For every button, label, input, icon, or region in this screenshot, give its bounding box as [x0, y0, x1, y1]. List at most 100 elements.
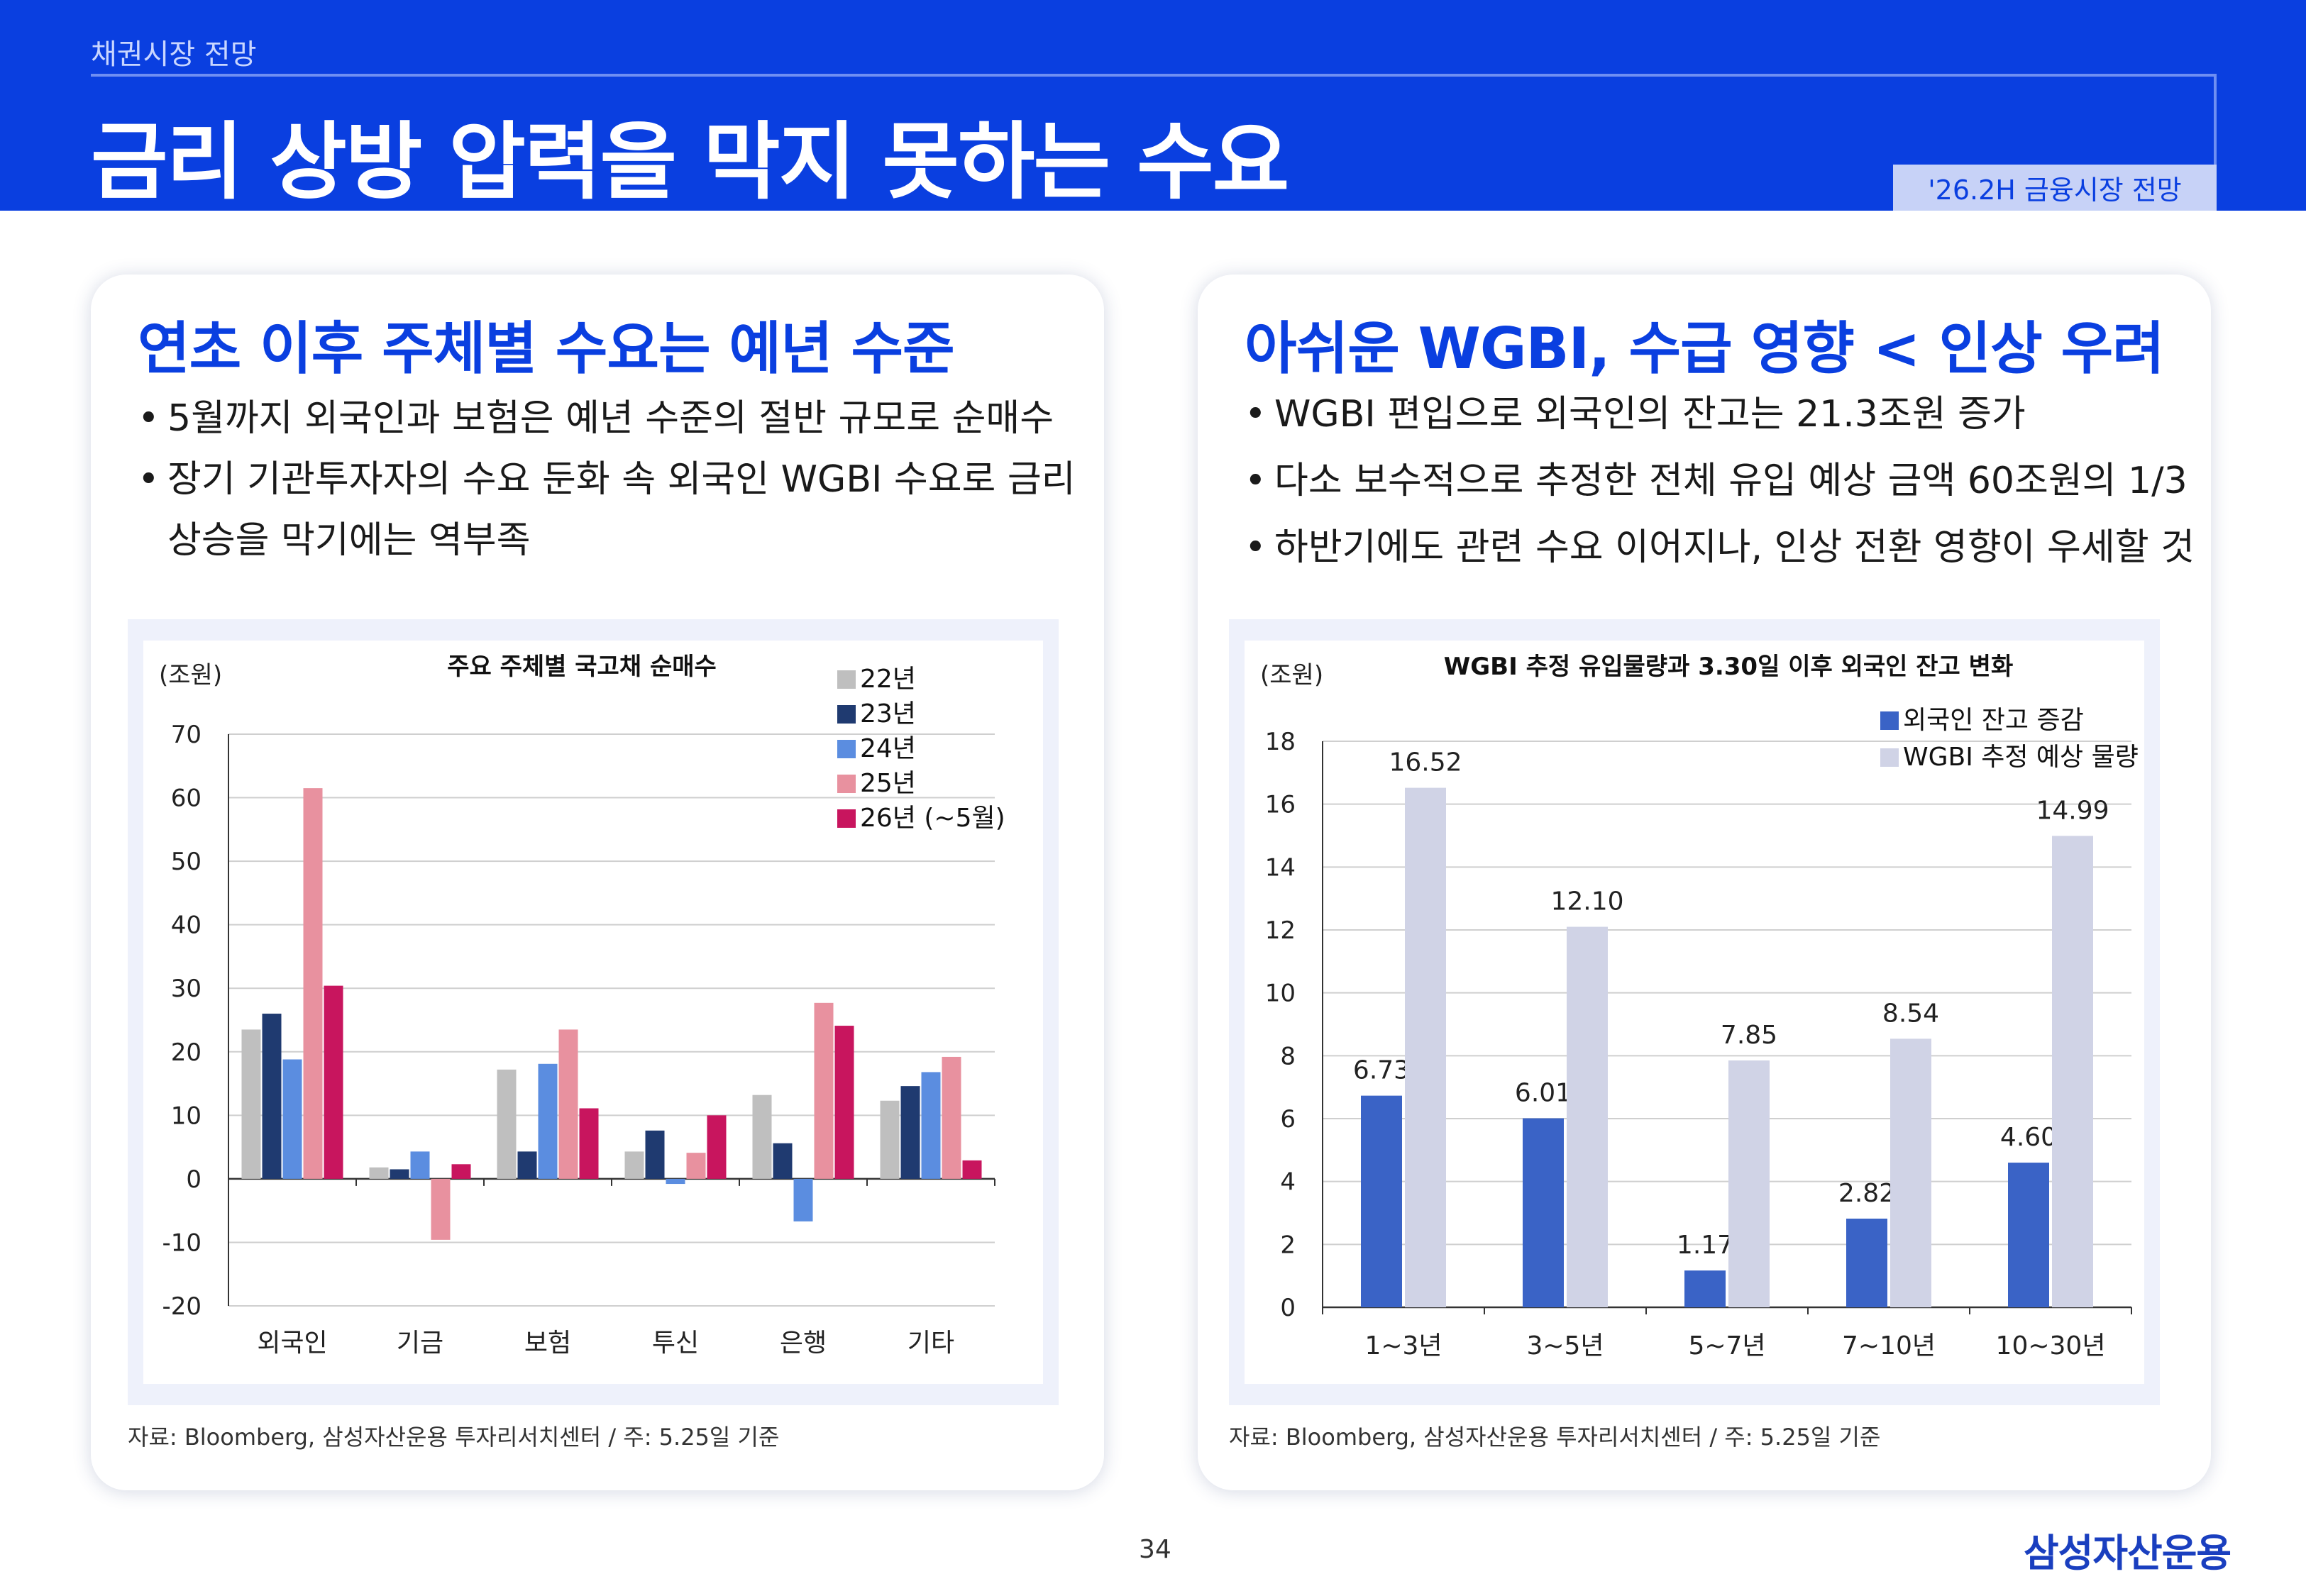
legend-label: 24년 — [860, 734, 916, 763]
x-tick-label: 외국인 — [257, 1329, 327, 1358]
wgbi-inflow-bar-chart: 18 16 14 12 10 8 6 4 2 0 WGBI 추정 유입물량과 3.30일 이후 외국… — [1260, 653, 2139, 1361]
company-logo: 삼성자산운용 — [2024, 1531, 2231, 1575]
legend-swatch — [837, 809, 856, 828]
bar — [497, 1069, 517, 1179]
y-tick-label: 40 — [171, 911, 202, 940]
bar — [1684, 1270, 1726, 1307]
data-label: 8.54 — [1882, 999, 1939, 1028]
data-label: 6.01 — [1515, 1079, 1572, 1108]
legend-label: 26년 (~5월) — [860, 804, 1005, 833]
y-tick-label: 50 — [171, 848, 202, 876]
bar — [686, 1153, 706, 1179]
y-tick-label: 0 — [1280, 1294, 1296, 1322]
x-tick-label: 5~7년 — [1688, 1331, 1765, 1361]
bar — [538, 1063, 558, 1179]
x-tick-label: 1~3년 — [1364, 1331, 1442, 1361]
y-tick-label: 8 — [1280, 1042, 1296, 1070]
bar — [834, 1026, 854, 1179]
legend-label: 외국인 잔고 증감 — [1903, 706, 2084, 735]
x-tick-label: 보험 — [524, 1329, 571, 1358]
bar — [262, 1014, 282, 1179]
bar — [451, 1164, 471, 1179]
bar — [1361, 1095, 1402, 1307]
y-tick-label: 16 — [1265, 791, 1296, 819]
bar — [666, 1178, 685, 1185]
chart-title: 주요 주체별 국고채 순매수 — [447, 653, 717, 681]
y-tick-label: 0 — [186, 1165, 202, 1194]
right-source-note: 자료: Bloomberg, 삼성자산운용 투자리서치센터 / 주: 5.25일… — [1229, 1424, 1881, 1451]
bar — [324, 985, 343, 1179]
y-tick-label: 20 — [171, 1038, 202, 1067]
bar — [814, 1002, 834, 1179]
bar — [880, 1100, 900, 1179]
bar — [900, 1086, 920, 1179]
right-chart-frame: 18 16 14 12 10 8 6 4 2 0 WGBI 추정 유입물량과 3.30일 이후 외국… — [1229, 619, 2160, 1405]
page-title: 금리 상방 압력을 막지 못하는 수요 — [91, 113, 1289, 211]
data-label: 2.82 — [1838, 1179, 1895, 1208]
legend-swatch — [1880, 711, 1899, 730]
y-tick-label: -10 — [162, 1229, 202, 1257]
bullet-item: 다소 보수적으로 추정한 전체 유입 예상 금액 60조원의 1/3 — [1245, 448, 2188, 514]
data-label: 6.73 — [1353, 1056, 1410, 1085]
y-tick-label: 4 — [1280, 1168, 1296, 1197]
bar — [942, 1056, 961, 1179]
y-tick-label: 10 — [171, 1102, 202, 1130]
header-divider-vertical — [2214, 74, 2217, 166]
bullet-item: WGBI 편입으로 외국인의 잔고는 21.3조원 증가 — [1245, 381, 2181, 448]
chart-title: WGBI 추정 유입물량과 3.30일 이후 외국인 잔고 변화 — [1444, 653, 2013, 681]
legend-label: 25년 — [860, 769, 916, 798]
left-panel: 연초 이후 주체별 수요는 예년 수준 5월까지 외국인과 보험은 예년 수준의… — [91, 275, 1104, 1490]
y-tick-label: -20 — [162, 1292, 202, 1321]
x-tick-label: 7~10년 — [1842, 1331, 1936, 1361]
y-tick-label: 12 — [1265, 916, 1296, 945]
y-tick-label: 18 — [1265, 728, 1296, 756]
y-tick-label: 6 — [1280, 1105, 1296, 1134]
y-tick-label: 30 — [171, 975, 202, 1003]
bar — [624, 1151, 644, 1179]
bar — [2052, 836, 2093, 1307]
bar — [517, 1151, 537, 1179]
legend-swatch — [837, 740, 856, 758]
legend-swatch — [837, 670, 856, 689]
left-bullet-list: 5월까지 외국인과 보험은 예년 수준의 절반 규모로 순매수 장기 기관투자자… — [138, 388, 1076, 571]
x-tick-label: 기타 — [907, 1329, 954, 1358]
bar — [1728, 1060, 1770, 1307]
legend-label: WGBI 추정 예상 물량 — [1903, 743, 2139, 772]
header-divider — [91, 74, 2217, 77]
bar — [921, 1072, 941, 1179]
y-tick-label: 10 — [1265, 980, 1296, 1008]
data-label: 14.99 — [2036, 796, 2109, 825]
bar — [1567, 926, 1608, 1307]
breadcrumb: 채권시장 전망 — [91, 38, 257, 71]
y-tick-label: 14 — [1265, 853, 1296, 882]
x-tick-label: 10~30년 — [1996, 1331, 2106, 1361]
left-chart-frame: 70 60 50 40 30 20 10 0 -10 -20 주요 주체별 국고채 순매수 (조원) 외… — [128, 619, 1059, 1405]
right-bullet-list: WGBI 편입으로 외국인의 잔고는 21.3조원 증가 다소 보수적으로 추정… — [1245, 381, 2195, 581]
left-chart-area: 70 60 50 40 30 20 10 0 -10 -20 주요 주체별 국고채 순매수 (조원) 외… — [143, 641, 1043, 1384]
bar — [1405, 787, 1446, 1307]
bar — [369, 1167, 389, 1179]
bar — [1846, 1218, 1887, 1307]
bullet-item: 5월까지 외국인과 보험은 예년 수준의 절반 규모로 순매수 — [138, 388, 1074, 449]
left-panel-title: 연초 이후 주체별 수요는 예년 수준 — [138, 316, 955, 382]
right-panel: 아쉬운 WGBI, 수급 영향 < 인상 우려 WGBI 편입으로 외국인의 잔… — [1198, 275, 2211, 1490]
bar — [303, 788, 323, 1179]
y-tick-label: 60 — [171, 785, 202, 813]
bar — [558, 1029, 578, 1179]
x-tick-label: 3~5년 — [1526, 1331, 1604, 1361]
data-label: 1.17 — [1677, 1231, 1733, 1260]
data-label: 7.85 — [1721, 1021, 1777, 1050]
bar — [793, 1178, 813, 1221]
x-tick-label: 투신 — [652, 1329, 699, 1358]
x-tick-label: 기금 — [397, 1329, 443, 1358]
bar — [431, 1178, 451, 1240]
report-badge: '26.2H 금융시장 전망 — [1893, 165, 2217, 211]
bar — [1523, 1118, 1564, 1307]
y-tick-label: 70 — [171, 721, 202, 749]
legend-swatch — [837, 705, 856, 724]
legend-swatch — [1880, 748, 1899, 767]
y-tick-label: 2 — [1280, 1231, 1296, 1259]
page-number: 34 — [1139, 1535, 1171, 1564]
data-label: 12.10 — [1550, 887, 1623, 916]
